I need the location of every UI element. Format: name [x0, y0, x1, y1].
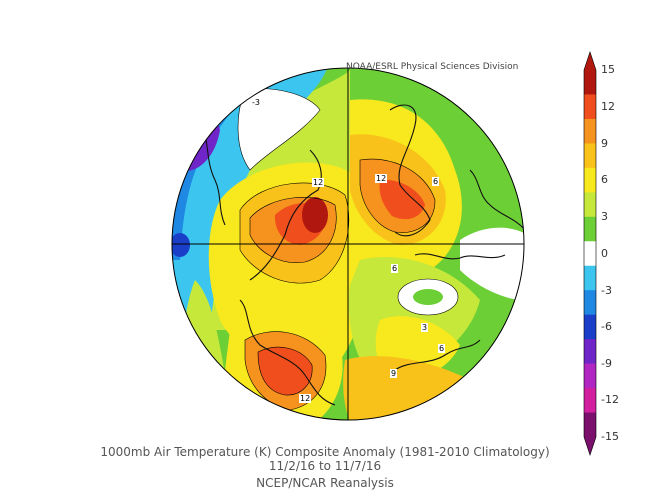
colorbar-tick: -3	[601, 284, 612, 297]
colorbar-outline	[583, 51, 597, 456]
caption-title: 1000mb Air Temperature (K) Composite Ano…	[100, 445, 550, 459]
caption-source: NCEP/NCAR Reanalysis	[256, 476, 394, 490]
colorbar-segment	[584, 216, 596, 242]
colorbar-segment	[584, 388, 596, 413]
colorbar-segment	[584, 314, 596, 340]
colorbar-tick: 12	[601, 100, 615, 113]
colorbar-segment	[584, 290, 596, 316]
contour-label: 9	[390, 369, 398, 378]
colorbar-tick: 9	[601, 137, 608, 150]
colorbar-tick: 3	[601, 210, 608, 223]
colorbar-min-arrow	[584, 437, 596, 455]
colorbar-tick: 6	[601, 173, 608, 186]
contour-label: 3	[421, 323, 429, 332]
colorbar-segment	[584, 167, 596, 193]
contour-label: 12	[312, 178, 325, 187]
colorbar-tick: -15	[601, 430, 619, 443]
caption-dates: 11/2/16 to 11/7/16	[268, 459, 382, 473]
colorbar-segment	[584, 363, 596, 389]
colorbar-tick: -9	[601, 357, 612, 370]
contour-label: -3	[251, 98, 261, 107]
colorbar-segment	[584, 265, 596, 291]
colorbar-segment	[584, 70, 596, 95]
colorbar-tick: -12	[601, 393, 619, 406]
map-boundary	[171, 67, 525, 421]
colorbar-segment	[584, 412, 596, 438]
colorbar-segment	[584, 339, 596, 364]
colorbar-segment	[584, 118, 596, 144]
coastlines	[199, 104, 524, 406]
contour-lines	[237, 88, 459, 411]
contour-label: 6	[438, 344, 446, 353]
contour-label: 12	[375, 174, 388, 183]
contour-label: 6	[432, 177, 440, 186]
credit-text: NOAA/ESRL Physical Sciences Division	[346, 62, 519, 72]
colorbar-segment	[584, 241, 596, 267]
colorbar-tick: 0	[601, 247, 608, 260]
contour-label: 12	[299, 394, 312, 403]
colorbar	[583, 51, 597, 456]
colorbar-segment	[584, 143, 596, 169]
contour-label: 6	[391, 264, 399, 273]
colorbar-tick: -6	[601, 320, 612, 333]
colorbar-segment	[584, 94, 596, 120]
colorbar-segment	[584, 192, 596, 218]
colorbar-max-arrow	[584, 52, 596, 70]
colorbar-tick: 15	[601, 63, 615, 76]
anomaly-field	[172, 68, 524, 420]
